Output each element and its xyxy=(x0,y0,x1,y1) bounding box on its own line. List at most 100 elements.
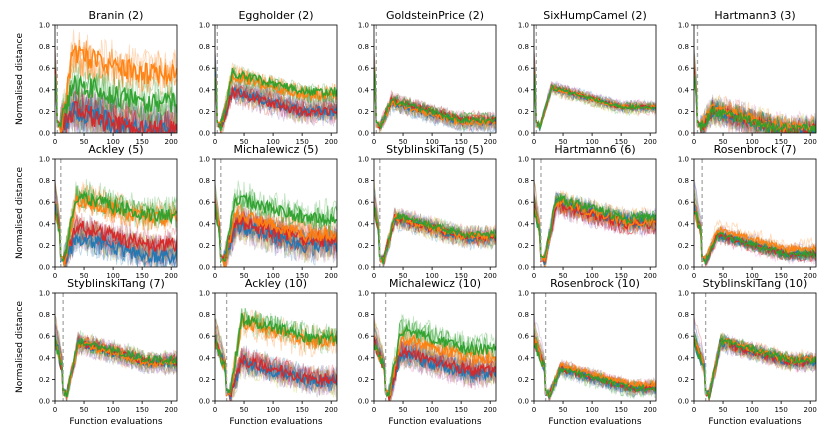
traces xyxy=(534,48,656,132)
traces xyxy=(694,178,816,267)
y-tick-label: 1.0 xyxy=(199,290,210,298)
trace xyxy=(55,189,177,262)
x-tick-label: 100 xyxy=(106,138,119,146)
y-tick-label: 0.4 xyxy=(199,86,211,94)
y-tick-label: 0.0 xyxy=(678,264,689,272)
y-tick-label: 0.2 xyxy=(678,376,689,384)
y-tick-label: 1.0 xyxy=(678,156,689,164)
x-tick-label: 0 xyxy=(213,272,217,280)
y-tick-label: 0.2 xyxy=(678,108,689,116)
y-tick-label: 0.2 xyxy=(199,242,210,250)
x-tick-label: 100 xyxy=(745,272,758,280)
y-tick-label: 0.8 xyxy=(678,43,689,51)
x-tick-label: 0 xyxy=(692,138,696,146)
x-tick-label: 200 xyxy=(325,272,338,280)
x-tick-label: 150 xyxy=(774,138,787,146)
trace xyxy=(55,68,177,133)
y-tick-label: 0.8 xyxy=(678,311,689,319)
trace xyxy=(215,208,337,262)
x-axis-label: Function evaluations xyxy=(388,417,481,427)
panel-5: Hartmann3 (3) 0.0 0.2 0.4 0.6 0.8 1.0 0 50 100 150… xyxy=(678,9,817,146)
traces xyxy=(534,180,656,267)
y-tick-label: 0.0 xyxy=(39,130,50,138)
trace xyxy=(215,49,337,128)
y-tick-label: 0.8 xyxy=(518,43,529,51)
trace xyxy=(374,71,496,133)
x-tick-label: 150 xyxy=(454,138,467,146)
y-tick-label: 0.2 xyxy=(39,376,50,384)
traces xyxy=(694,45,816,133)
x-tick-label: 150 xyxy=(454,406,467,414)
x-tick-label: 200 xyxy=(165,138,178,146)
y-tick-label: 1.0 xyxy=(199,22,210,30)
y-tick-label: 0.8 xyxy=(518,177,529,185)
panel-title: Branin (2) xyxy=(89,9,144,22)
axes-frame xyxy=(533,292,657,402)
y-tick-label: 0.8 xyxy=(358,43,369,51)
y-tick-label: 0.4 xyxy=(518,86,530,94)
axes-frame xyxy=(54,24,178,134)
y-tick-label: 0.6 xyxy=(39,333,51,341)
x-tick-label: 0 xyxy=(372,272,376,280)
x-tick-label: 50 xyxy=(559,406,568,414)
trace xyxy=(215,76,337,129)
traces xyxy=(694,316,816,401)
y-tick-label: 0.4 xyxy=(358,220,370,228)
trace xyxy=(55,337,177,395)
x-tick-label: 200 xyxy=(325,138,338,146)
y-axis-label: Normalised distance xyxy=(15,33,25,125)
y-tick-label: 1.0 xyxy=(518,22,529,30)
x-tick-label: 0 xyxy=(213,138,217,146)
x-tick-label: 50 xyxy=(719,138,728,146)
x-tick-label: 100 xyxy=(266,272,279,280)
x-tick-label: 100 xyxy=(585,272,598,280)
x-tick-label: 0 xyxy=(213,406,217,414)
y-tick-label: 0.0 xyxy=(199,264,210,272)
y-tick-label: 0.2 xyxy=(39,242,50,250)
y-axis-label: Normalised distance xyxy=(15,167,25,259)
axes-frame xyxy=(533,24,657,134)
panel-8: StyblinskiTang (5) 0.0 0.2 0.4 0.6 0.8 1.0 0 50 1… xyxy=(358,143,497,280)
trace xyxy=(694,210,816,265)
y-tick-label: 0.8 xyxy=(199,43,210,51)
traces xyxy=(55,313,177,401)
x-tick-label: 50 xyxy=(240,406,249,414)
x-tick-label: 50 xyxy=(399,272,408,280)
x-tick-label: 50 xyxy=(559,272,568,280)
trace xyxy=(694,206,816,265)
x-tick-label: 0 xyxy=(372,138,376,146)
panel-9: Hartmann6 (6) 0.0 0.2 0.4 0.6 0.8 1.0 0 50 100 150… xyxy=(518,143,657,280)
x-tick-label: 200 xyxy=(644,272,657,280)
y-tick-label: 0.8 xyxy=(39,177,50,185)
panel-14: Rosenbrock (10) 0.0 0.2 0.4 0.6 0.8 1.0 0 50 100 1… xyxy=(518,277,657,427)
trace xyxy=(534,342,656,398)
panel-title: StyblinskiTang (7) xyxy=(67,277,165,290)
x-tick-label: 200 xyxy=(804,406,817,414)
y-tick-label: 0.2 xyxy=(518,376,529,384)
trace xyxy=(215,193,337,264)
panel-title: Michalewicz (10) xyxy=(389,277,481,290)
trace xyxy=(694,75,816,133)
x-tick-label: 100 xyxy=(745,406,758,414)
y-tick-label: 0.2 xyxy=(358,376,369,384)
y-tick-label: 0.4 xyxy=(199,354,211,362)
trace xyxy=(55,205,177,266)
y-tick-label: 0.0 xyxy=(358,264,369,272)
traces xyxy=(215,307,337,401)
x-tick-label: 150 xyxy=(135,138,148,146)
panel-title: Rosenbrock (7) xyxy=(714,143,797,156)
trace xyxy=(694,210,816,264)
y-axis-label: Normalised distance xyxy=(15,301,25,393)
trace xyxy=(215,313,337,396)
axes-frame xyxy=(214,24,338,134)
x-tick-label: 0 xyxy=(532,406,536,414)
trace xyxy=(374,69,496,130)
trace xyxy=(374,338,496,401)
y-tick-label: 0.8 xyxy=(678,177,689,185)
y-tick-label: 1.0 xyxy=(358,156,369,164)
y-tick-label: 0.0 xyxy=(678,130,689,138)
y-tick-label: 0.6 xyxy=(518,199,530,207)
trace xyxy=(55,73,177,133)
axes-frame xyxy=(373,158,497,268)
panel-title: GoldsteinPrice (2) xyxy=(386,9,484,22)
